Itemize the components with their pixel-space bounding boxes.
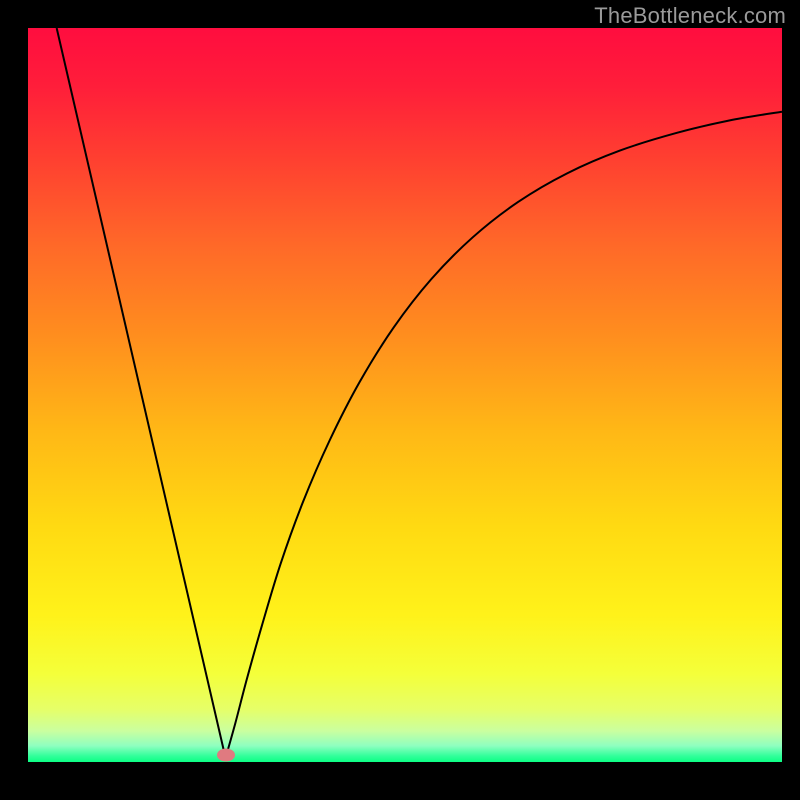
right-branch-curve [226,112,782,758]
watermark-text: TheBottleneck.com [594,3,786,29]
outer-frame: TheBottleneck.com [0,0,800,800]
curve-layer [28,28,782,762]
left-branch-line [57,28,226,758]
plot-area [28,28,782,762]
minimum-marker [217,749,235,762]
